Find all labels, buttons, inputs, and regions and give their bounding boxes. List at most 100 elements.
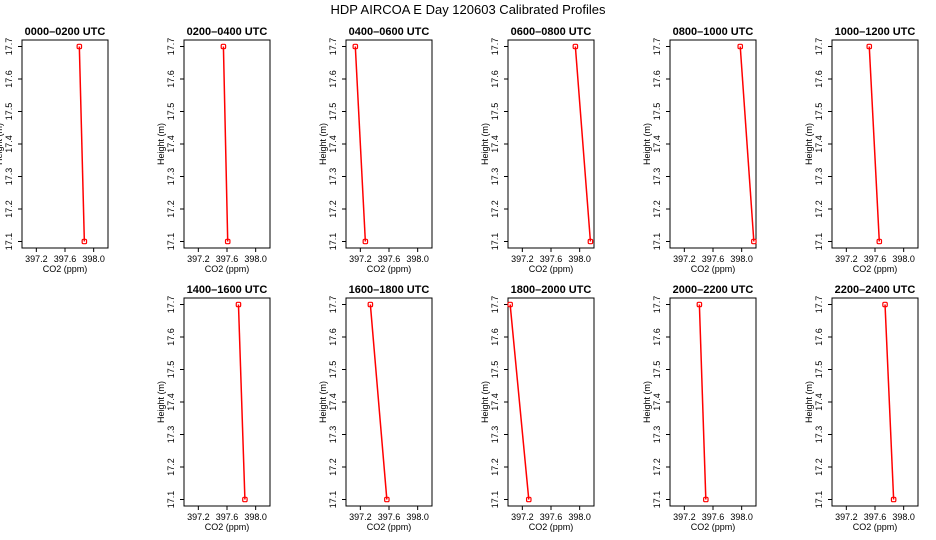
x-axis-label: CO2 (ppm): [529, 522, 574, 532]
x-tick-label: 398.0: [244, 254, 267, 264]
panel-title: 0600–0800 UTC: [511, 26, 592, 38]
figure-title: HDP AIRCOA E Day 120603 Calibrated Profi…: [330, 2, 606, 17]
data-point: [737, 43, 744, 50]
data-point: [384, 496, 390, 503]
x-tick-label: 397.2: [835, 254, 858, 264]
y-tick-label: 17.2: [814, 458, 824, 476]
y-tick-label: 17.6: [652, 70, 662, 88]
profile-line: [222, 46, 229, 242]
panel-title: 2000–2200 UTC: [673, 284, 754, 296]
y-tick-label: 17.6: [166, 70, 176, 88]
y-tick-label: 17.7: [166, 38, 176, 56]
y-tick-label: 17.1: [490, 491, 500, 509]
x-tick-label: 397.6: [54, 254, 77, 264]
y-tick-label: 17.4: [166, 393, 176, 411]
y-axis-label: Height (m): [642, 381, 652, 423]
y-tick-label: 17.3: [166, 426, 176, 444]
y-tick-label: 17.2: [166, 200, 176, 218]
panel-title: 0000–0200 UTC: [25, 26, 106, 38]
panel-6: 1000–1200 UTC 397.2 397.6 398.0 17.1 17.2 17.3…: [804, 26, 919, 274]
y-tick-label: 17.6: [652, 328, 662, 346]
data-point: [76, 43, 83, 50]
y-tick-label: 17.4: [490, 135, 500, 153]
y-axis-label: Height (m): [642, 123, 652, 165]
data-point: [220, 43, 227, 50]
panel-2: 0200–0400 UTC 397.2 397.6 398.0 17.1 17.2 17.3…: [156, 26, 271, 274]
x-tick-label: 398.0: [730, 254, 753, 264]
panel-title: 2200–2400 UTC: [835, 284, 916, 296]
y-tick-label: 17.2: [490, 200, 500, 218]
plot-frame: [831, 297, 919, 507]
panel-title: 0200–0400 UTC: [187, 26, 268, 38]
profile-line: [509, 304, 530, 500]
panel-title: 1600–1800 UTC: [349, 284, 430, 296]
x-tick-label: 397.2: [511, 512, 534, 522]
x-tick-label: 397.6: [378, 254, 401, 264]
y-tick-label: 17.3: [814, 426, 824, 444]
y-tick-label: 17.1: [652, 233, 662, 251]
x-axis-label: CO2 (ppm): [367, 522, 412, 532]
x-axis-label: CO2 (ppm): [205, 264, 250, 274]
y-tick-label: 17.5: [652, 103, 662, 121]
data-point: [352, 43, 359, 50]
panel-11: 2200–2400 UTC 397.2 397.6 398.0 17.1 17.2 17.3…: [804, 284, 919, 532]
y-tick-label: 17.2: [814, 200, 824, 218]
panel-8: 1600–1800 UTC 397.2 397.6 398.0 17.1 17.2 17.3…: [318, 284, 433, 532]
data-point: [224, 238, 231, 245]
y-tick-label: 17.4: [652, 393, 662, 411]
x-tick-label: 397.2: [187, 254, 210, 264]
y-tick-label: 17.3: [4, 168, 14, 186]
data-point: [882, 301, 888, 308]
x-tick-label: 397.6: [864, 254, 887, 264]
x-axis-label: CO2 (ppm): [367, 264, 412, 274]
x-axis-label: CO2 (ppm): [43, 264, 88, 274]
y-tick-label: 17.5: [4, 103, 14, 121]
data-point: [235, 301, 242, 308]
y-tick-label: 17.1: [328, 491, 338, 509]
y-tick-label: 17.7: [490, 38, 500, 56]
panel-1: 0000–0200 UTC 397.2 397.6 398.0 17.1 17.2 17.3…: [0, 26, 109, 274]
y-tick-label: 17.6: [814, 328, 824, 346]
x-tick-label: 397.2: [511, 254, 534, 264]
x-tick-label: 397.6: [216, 254, 239, 264]
x-tick-label: 398.0: [406, 512, 429, 522]
y-tick-label: 17.4: [652, 135, 662, 153]
y-tick-label: 17.7: [328, 38, 338, 56]
panel-title: 1000–1200 UTC: [835, 26, 916, 38]
x-tick-label: 397.2: [835, 512, 858, 522]
x-tick-label: 398.0: [568, 254, 591, 264]
plot-frame: [507, 297, 595, 507]
x-axis-label: CO2 (ppm): [853, 264, 898, 274]
panel-10: 2000–2200 UTC 397.2 397.6 398.0 17.1 17.2 17.3…: [642, 284, 757, 532]
x-axis-label: CO2 (ppm): [205, 522, 250, 532]
y-tick-label: 17.4: [490, 393, 500, 411]
y-tick-label: 17.2: [4, 200, 14, 218]
y-tick-label: 17.1: [652, 491, 662, 509]
y-tick-label: 17.1: [4, 233, 14, 251]
y-tick-label: 17.7: [652, 296, 662, 314]
panel-title: 0400–0600 UTC: [349, 26, 430, 38]
panel-7: 1400–1600 UTC 397.2 397.6 398.0 17.1 17.2 17.3…: [156, 284, 271, 532]
data-point: [81, 238, 88, 245]
x-tick-label: 397.2: [349, 512, 372, 522]
y-tick-label: 17.7: [814, 296, 824, 314]
y-tick-label: 17.2: [328, 200, 338, 218]
profile-line: [739, 46, 755, 242]
y-axis-label: Height (m): [480, 381, 490, 423]
y-tick-label: 17.3: [328, 168, 338, 186]
plot-frame: [21, 39, 109, 249]
y-tick-label: 17.6: [328, 328, 338, 346]
y-tick-label: 17.3: [652, 168, 662, 186]
panel-title: 1800–2000 UTC: [511, 284, 592, 296]
y-tick-label: 17.5: [490, 361, 500, 379]
data-point: [587, 238, 594, 245]
x-tick-label: 397.6: [540, 254, 563, 264]
y-tick-label: 17.6: [4, 70, 14, 88]
y-tick-label: 17.5: [652, 361, 662, 379]
y-axis-label: Height (m): [480, 123, 490, 165]
y-tick-label: 17.7: [166, 296, 176, 314]
y-tick-label: 17.5: [490, 103, 500, 121]
x-tick-label: 397.2: [187, 512, 210, 522]
